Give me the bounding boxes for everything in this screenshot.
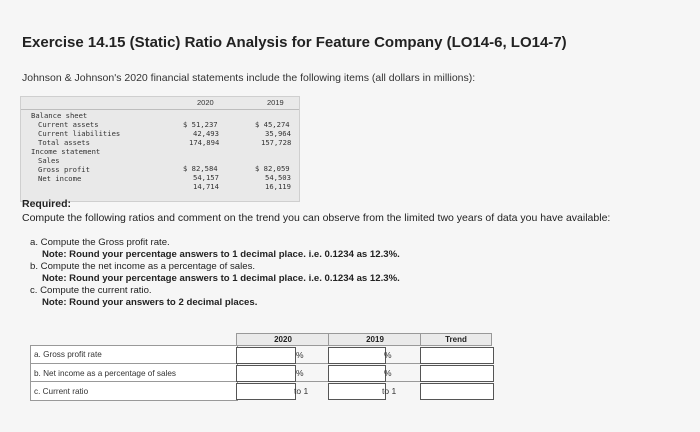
percent-unit: % [296, 368, 304, 378]
statement-header [21, 97, 299, 110]
value-2019: $ 45,274 [255, 120, 290, 129]
row-label-net-income-percent: b. Net income as a percentage of sales [34, 369, 176, 378]
statement-row-label: Current liabilities [38, 129, 121, 138]
step-c: c. Compute the current ratio. [30, 285, 152, 296]
value-2019: 157,728 [261, 138, 292, 147]
statement-row-label: Gross profit [38, 165, 90, 174]
statement-row-label: Income statement [31, 147, 101, 156]
statement-row-label: Net income [38, 174, 82, 183]
step-a-note: Note: Round your percentage answers to 1… [42, 249, 400, 260]
required-text: Compute the following ratios and comment… [22, 212, 611, 224]
header-2020: 2020 [236, 333, 330, 346]
value-2019: 54,503 [265, 173, 291, 182]
value-2020: 14,714 [193, 182, 219, 191]
col-2020-header: 2020 [197, 98, 214, 107]
net-income-trend-input[interactable] [420, 365, 494, 382]
exercise-title: Exercise 14.15 (Static) Ratio Analysis f… [22, 34, 567, 51]
value-2019: 35,964 [265, 129, 291, 138]
value-2019: $ 82,059 [255, 164, 290, 173]
value-2020: 54,157 [193, 173, 219, 182]
step-a: a. Compute the Gross profit rate. [30, 237, 170, 248]
value-2020: $ 51,237 [183, 120, 218, 129]
step-c-note: Note: Round your answers to 2 decimal pl… [42, 297, 258, 308]
to-one-unit: to 1 [382, 386, 397, 396]
step-b: b. Compute the net income as a percentag… [30, 261, 256, 272]
header-2019: 2019 [328, 333, 422, 346]
header-trend: Trend [420, 333, 492, 346]
required-heading: Required: [22, 198, 72, 210]
intro-text: Johnson & Johnson's 2020 financial state… [22, 72, 476, 84]
gross-profit-trend-input[interactable] [420, 347, 494, 364]
current-ratio-2020-input[interactable] [236, 383, 296, 400]
value-2019: 16,119 [265, 182, 291, 191]
current-ratio-2019-input[interactable] [328, 383, 386, 400]
row-label-gross-profit-rate: a. Gross profit rate [34, 350, 102, 359]
value-2020: $ 82,584 [183, 164, 218, 173]
financial-statement-table: 2020 2019 Balance sheet Current assets C… [20, 96, 300, 202]
value-2020: 42,493 [193, 129, 219, 138]
statement-row-label: Balance sheet [31, 111, 88, 120]
current-ratio-trend-input[interactable] [420, 383, 494, 400]
statement-row-label: Sales [38, 156, 60, 165]
statement-row-label: Total assets [38, 138, 90, 147]
step-b-note: Note: Round your percentage answers to 1… [42, 273, 400, 284]
net-income-percent-2020-input[interactable] [236, 365, 296, 382]
value-2020: 174,894 [189, 138, 220, 147]
gross-profit-rate-2020-input[interactable] [236, 347, 296, 364]
instructions-list: a. Compute the Gross profit rate. Note: … [30, 237, 400, 309]
percent-unit: % [296, 350, 304, 360]
net-income-percent-2019-input[interactable] [328, 365, 386, 382]
statement-row-label: Current assets [38, 120, 99, 129]
to-one-unit: to 1 [294, 386, 309, 396]
gross-profit-rate-2019-input[interactable] [328, 347, 386, 364]
row-label-current-ratio: c. Current ratio [34, 387, 89, 396]
percent-unit: % [384, 350, 392, 360]
percent-unit: % [384, 368, 392, 378]
col-2019-header: 2019 [267, 98, 284, 107]
